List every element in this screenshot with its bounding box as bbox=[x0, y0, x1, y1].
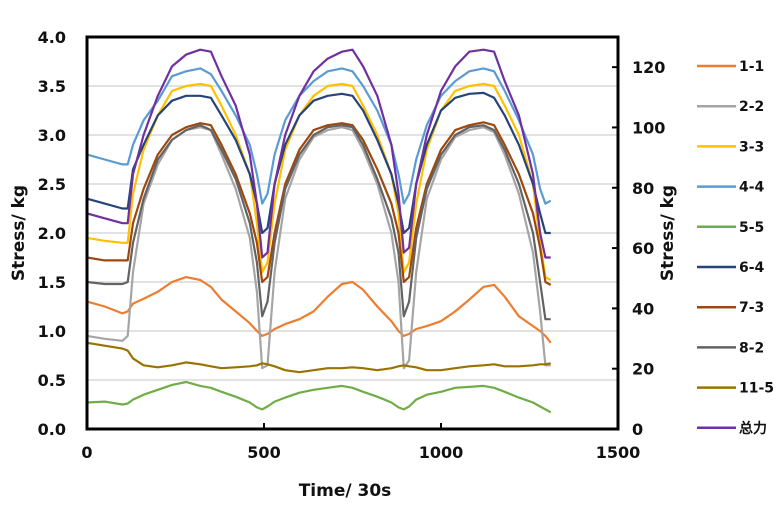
y-right-tick-label: 60 bbox=[632, 239, 654, 258]
x-tick-label: 1500 bbox=[596, 443, 641, 462]
legend-item: 11-5 bbox=[697, 381, 774, 397]
y-axis-title-left: Stress/ kg bbox=[9, 185, 29, 281]
legend-item: 7-3 bbox=[697, 300, 764, 316]
legend-label: 2-2 bbox=[739, 99, 764, 115]
series-line-8-2 bbox=[86, 124, 551, 321]
y-right-tick-label: 0 bbox=[632, 420, 643, 439]
y-right-tick-label: 120 bbox=[632, 58, 665, 77]
y-tick-label: 2.0 bbox=[38, 224, 66, 243]
x-axis-title: Time/ 30s bbox=[299, 481, 392, 501]
legend-label: 6-4 bbox=[739, 260, 765, 276]
series-line-11-5 bbox=[86, 341, 551, 374]
y-right-tick-label: 80 bbox=[632, 179, 654, 198]
legend-label: 11-5 bbox=[739, 381, 774, 397]
series-line-5-5 bbox=[86, 380, 552, 414]
series-lines bbox=[86, 48, 552, 414]
legend-label: 1-1 bbox=[739, 59, 764, 75]
y-tick-label: 0.0 bbox=[38, 420, 66, 439]
legend-item: 总力 bbox=[697, 420, 767, 437]
y-tick-labels-right: 0 20 40 60 80 100 120 bbox=[632, 58, 665, 439]
y-axis-title-right: Stress/ kg bbox=[658, 185, 678, 281]
x-tick-label: 0 bbox=[81, 443, 92, 462]
plot-frame bbox=[85, 35, 620, 431]
legend-item: 5-5 bbox=[697, 220, 764, 236]
legend-item: 2-2 bbox=[697, 99, 764, 115]
y-tick-label: 1.5 bbox=[38, 273, 66, 292]
legend-label: 8-2 bbox=[739, 340, 764, 356]
legend-label: 3-3 bbox=[739, 139, 764, 155]
y-tick-label: 3.0 bbox=[38, 126, 66, 145]
x-tick-labels: 0 500 1000 1500 bbox=[81, 443, 640, 462]
legend-label: 总力 bbox=[739, 420, 767, 437]
legend-item: 1-1 bbox=[697, 59, 764, 75]
y-tick-label: 4.0 bbox=[38, 28, 66, 47]
series-line-7-3 bbox=[86, 121, 552, 286]
series-line-总力 bbox=[86, 48, 551, 259]
y-right-tick-label: 40 bbox=[632, 299, 654, 318]
x-tick-label: 500 bbox=[247, 443, 280, 462]
legend-item: 6-4 bbox=[697, 260, 765, 276]
legend: 1-1 2-2 3-3 4-4 5-5 6-4 7-3 8-2 11-5 总力 bbox=[697, 59, 774, 437]
legend-label: 5-5 bbox=[739, 220, 764, 236]
y-tick-label: 2.5 bbox=[38, 175, 66, 194]
y-right-tick-label: 20 bbox=[632, 360, 654, 379]
y-right-tick-label: 100 bbox=[632, 118, 665, 137]
legend-item: 8-2 bbox=[697, 340, 764, 356]
y-tick-label: 3.5 bbox=[38, 77, 66, 96]
legend-item: 4-4 bbox=[697, 180, 765, 196]
series-line-3-3 bbox=[86, 82, 552, 281]
tick-marks bbox=[263, 66, 618, 430]
legend-label: 7-3 bbox=[739, 300, 764, 316]
series-line-6-4 bbox=[86, 91, 551, 235]
series-line-1-1 bbox=[86, 276, 552, 344]
x-tick-label: 1000 bbox=[419, 443, 464, 462]
series-line-4-4 bbox=[86, 67, 552, 205]
y-tick-label: 0.5 bbox=[38, 371, 66, 390]
y-tick-label: 1.0 bbox=[38, 322, 66, 341]
legend-label: 4-4 bbox=[739, 180, 765, 196]
legend-item: 3-3 bbox=[697, 139, 764, 155]
y-tick-labels-left: 0.0 0.5 1.0 1.5 2.0 2.5 3.0 3.5 4.0 bbox=[38, 28, 66, 439]
